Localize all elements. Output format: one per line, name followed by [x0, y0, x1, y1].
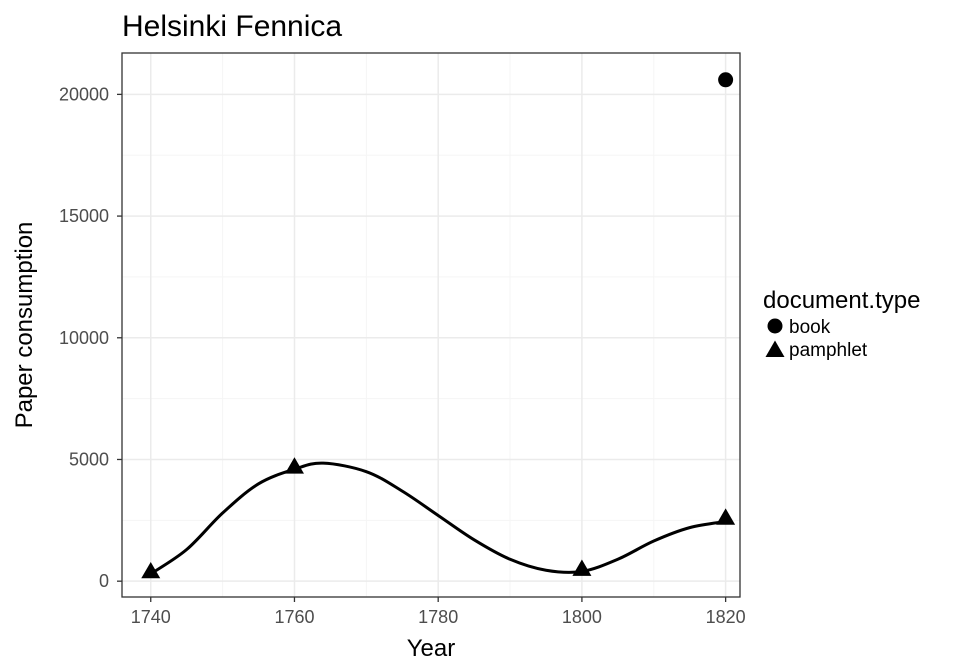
x-tick-label: 1820 — [706, 607, 746, 627]
data-point-pamphlet — [572, 559, 592, 576]
x-tick-label: 1800 — [562, 607, 602, 627]
smooth-curve-line — [149, 461, 726, 576]
x-axis-title: Year — [407, 635, 456, 662]
y-tick-label: 20000 — [59, 84, 109, 104]
chart-title: Helsinki Fennica — [122, 10, 342, 43]
legend-label-pamphlet: pamphlet — [789, 340, 868, 361]
y-tick-label: 15000 — [59, 206, 109, 226]
grid — [122, 53, 740, 597]
x-axis: 1740 1760 1780 1800 1820 — [131, 597, 746, 627]
data-point-pamphlet — [284, 457, 304, 474]
data-point-book — [718, 72, 734, 88]
x-tick-label: 1740 — [131, 607, 171, 627]
plot-panel — [121, 52, 741, 598]
legend-title: document.type — [763, 287, 920, 314]
plot-panel-background — [122, 53, 740, 597]
legend-book-circle-icon — [767, 318, 783, 334]
x-tick-label: 1760 — [274, 607, 314, 627]
data-point-pamphlet — [716, 508, 736, 525]
y-axis: 0 5000 10000 15000 20000 — [59, 84, 122, 591]
legend: document.type book pamphlet — [763, 287, 920, 361]
legend-label-book: book — [789, 317, 831, 338]
plot-panel-border — [121, 52, 741, 598]
points-layer — [141, 72, 736, 579]
x-tick-label: 1780 — [418, 607, 458, 627]
curve-layer — [149, 461, 726, 576]
y-tick-label: 10000 — [59, 328, 109, 348]
y-axis-title: Paper consumption — [11, 222, 38, 429]
y-tick-label: 0 — [99, 571, 109, 591]
legend-pamphlet-triangle-icon — [765, 340, 785, 357]
y-tick-label: 5000 — [69, 449, 109, 469]
data-point-pamphlet — [141, 561, 161, 579]
